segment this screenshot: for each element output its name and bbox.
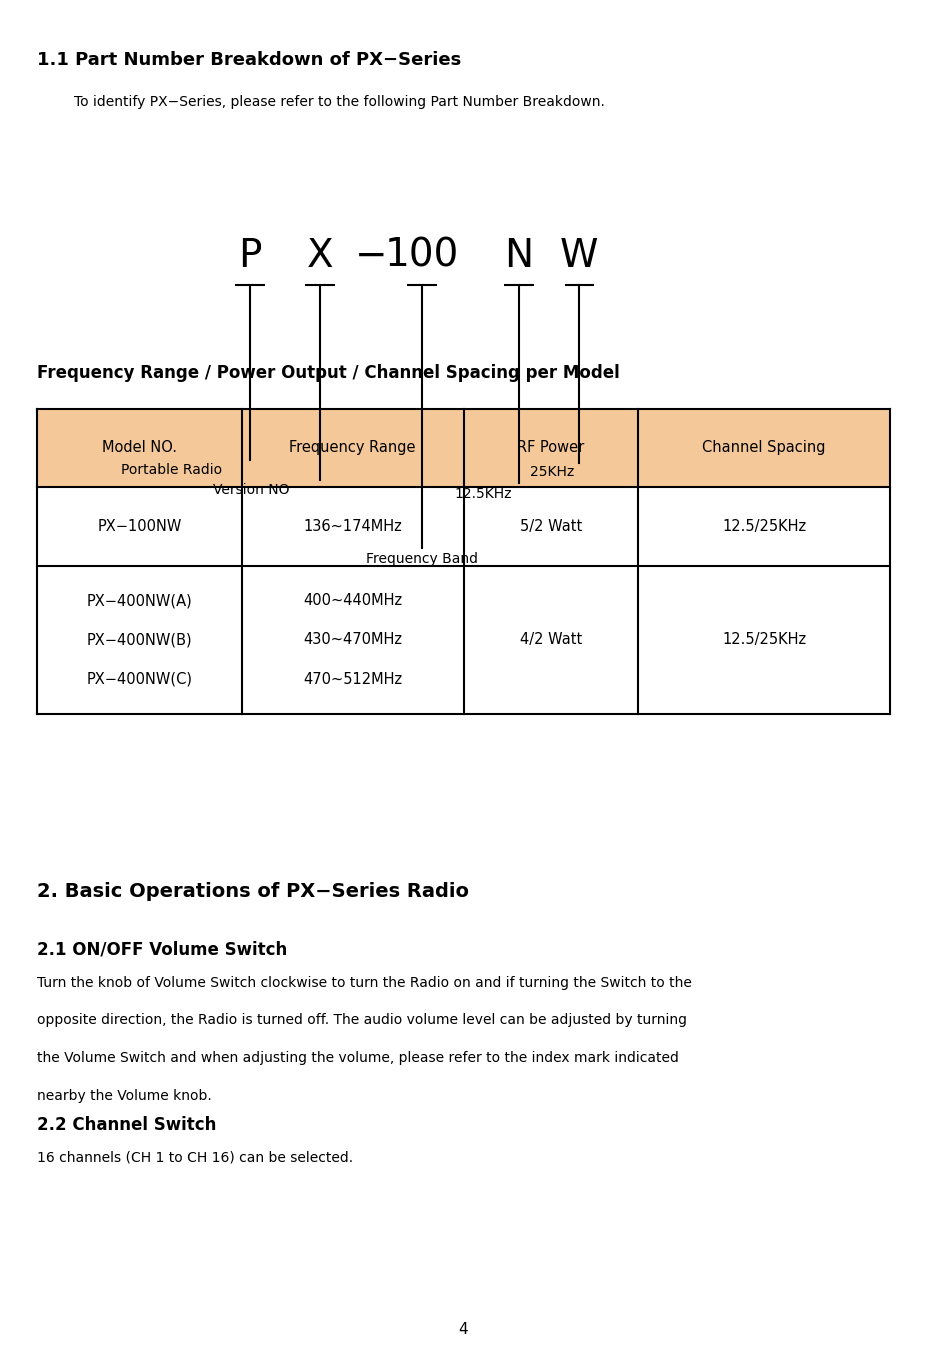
Text: Frequency Range / Power Output / Channel Spacing per Model: Frequency Range / Power Output / Channel…	[37, 364, 620, 382]
Text: 12.5/25KHz: 12.5/25KHz	[722, 518, 806, 534]
Text: 2.2 Channel Switch: 2.2 Channel Switch	[37, 1116, 217, 1134]
Text: Portable Radio: Portable Radio	[121, 463, 222, 476]
Text: 16 channels (CH 1 to CH 16) can be selected.: 16 channels (CH 1 to CH 16) can be selec…	[37, 1150, 353, 1164]
Text: opposite direction, the Radio is turned off. The audio volume level can be adjus: opposite direction, the Radio is turned …	[37, 1013, 687, 1027]
Text: W: W	[560, 237, 599, 275]
Text: P: P	[238, 237, 262, 275]
Text: RF Power: RF Power	[517, 440, 585, 456]
Text: PX−400NW(C): PX−400NW(C)	[86, 671, 193, 686]
Text: 25KHz: 25KHz	[530, 465, 575, 479]
Text: 5/2 Watt: 5/2 Watt	[520, 518, 582, 534]
Text: PX−400NW(A): PX−400NW(A)	[86, 594, 192, 609]
Text: 2.1 ON/OFF Volume Switch: 2.1 ON/OFF Volume Switch	[37, 940, 287, 958]
Text: X: X	[307, 237, 333, 275]
Text: 400~440MHz: 400~440MHz	[303, 594, 402, 609]
Text: 100: 100	[385, 237, 459, 275]
Text: 470~512MHz: 470~512MHz	[303, 671, 402, 686]
Text: Channel Spacing: Channel Spacing	[703, 440, 826, 456]
Text: PX−400NW(B): PX−400NW(B)	[86, 632, 192, 648]
Text: PX−100NW: PX−100NW	[97, 518, 182, 534]
Text: −: −	[354, 237, 387, 275]
Text: 1.1 Part Number Breakdown of PX−Series: 1.1 Part Number Breakdown of PX−Series	[37, 51, 462, 69]
Text: 2. Basic Operations of PX−Series Radio: 2. Basic Operations of PX−Series Radio	[37, 882, 469, 901]
Text: nearby the Volume knob.: nearby the Volume knob.	[37, 1089, 212, 1103]
Text: 430~470MHz: 430~470MHz	[303, 632, 402, 648]
Text: 136~174MHz: 136~174MHz	[303, 518, 402, 534]
Text: To identify PX−Series, please refer to the following Part Number Breakdown.: To identify PX−Series, please refer to t…	[74, 95, 605, 108]
Text: Model NO.: Model NO.	[102, 440, 177, 456]
Bar	[37, 409, 890, 487]
Text: 12.5KHz: 12.5KHz	[454, 487, 512, 501]
Text: Turn the knob of Volume Switch clockwise to turn the Radio on and if turning the: Turn the knob of Volume Switch clockwise…	[37, 976, 692, 989]
Text: Frequency Band: Frequency Band	[366, 552, 477, 566]
Text: 12.5/25KHz: 12.5/25KHz	[722, 632, 806, 648]
Text: the Volume Switch and when adjusting the volume, please refer to the index mark : the Volume Switch and when adjusting the…	[37, 1051, 679, 1065]
Text: Frequency Range: Frequency Range	[289, 440, 416, 456]
Text: 4/2 Watt: 4/2 Watt	[520, 632, 582, 648]
Text: 4: 4	[459, 1322, 468, 1337]
Text: N: N	[504, 237, 534, 275]
Text: Version NO: Version NO	[213, 483, 290, 497]
